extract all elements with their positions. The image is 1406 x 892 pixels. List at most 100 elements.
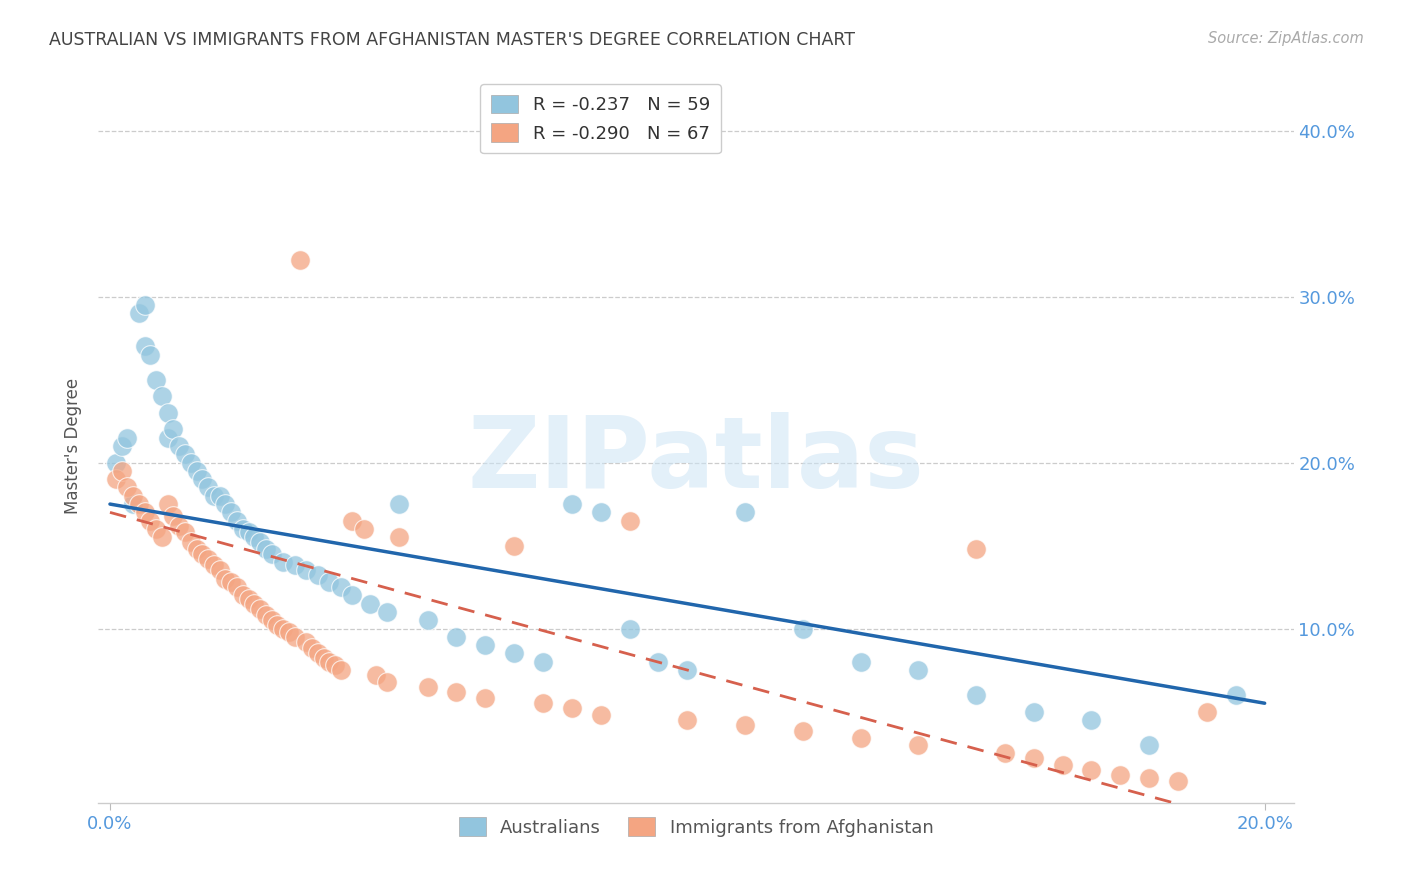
- Point: [907, 663, 929, 677]
- Point: [1022, 705, 1045, 719]
- Point: [474, 691, 496, 706]
- Point: [260, 547, 283, 561]
- Point: [226, 580, 249, 594]
- Point: [647, 655, 669, 669]
- Point: [202, 489, 225, 503]
- Point: [254, 541, 277, 556]
- Point: [1109, 767, 1132, 781]
- Point: [589, 505, 612, 519]
- Point: [284, 558, 307, 573]
- Point: [342, 514, 364, 528]
- Point: [619, 514, 641, 528]
- Point: [226, 514, 249, 528]
- Point: [214, 572, 236, 586]
- Point: [284, 630, 307, 644]
- Point: [446, 684, 468, 698]
- Point: [167, 439, 190, 453]
- Point: [266, 618, 288, 632]
- Point: [156, 431, 179, 445]
- Point: [531, 696, 554, 710]
- Point: [249, 601, 271, 615]
- Point: [676, 713, 699, 727]
- Point: [243, 530, 266, 544]
- Point: [307, 568, 329, 582]
- Text: AUSTRALIAN VS IMMIGRANTS FROM AFGHANISTAN MASTER'S DEGREE CORRELATION CHART: AUSTRALIAN VS IMMIGRANTS FROM AFGHANISTA…: [49, 31, 855, 49]
- Point: [734, 505, 756, 519]
- Point: [139, 514, 162, 528]
- Point: [219, 575, 242, 590]
- Point: [1167, 774, 1189, 789]
- Point: [342, 588, 364, 602]
- Point: [1080, 763, 1102, 777]
- Point: [416, 680, 439, 694]
- Point: [150, 530, 173, 544]
- Point: [197, 552, 219, 566]
- Point: [561, 701, 583, 715]
- Point: [474, 638, 496, 652]
- Point: [197, 481, 219, 495]
- Point: [238, 525, 260, 540]
- Point: [156, 406, 179, 420]
- Point: [307, 647, 329, 661]
- Point: [295, 564, 318, 578]
- Point: [619, 622, 641, 636]
- Point: [191, 472, 214, 486]
- Point: [104, 456, 127, 470]
- Point: [260, 613, 283, 627]
- Point: [117, 481, 139, 495]
- Point: [561, 497, 583, 511]
- Text: ZIPatlas: ZIPatlas: [468, 412, 924, 508]
- Point: [1137, 738, 1160, 752]
- Point: [1225, 688, 1247, 702]
- Point: [965, 541, 987, 556]
- Point: [1052, 757, 1074, 772]
- Point: [416, 613, 439, 627]
- Point: [301, 641, 323, 656]
- Point: [110, 439, 132, 453]
- Point: [1022, 751, 1045, 765]
- Point: [128, 306, 150, 320]
- Point: [208, 489, 231, 503]
- Point: [150, 389, 173, 403]
- Text: Source: ZipAtlas.com: Source: ZipAtlas.com: [1208, 31, 1364, 46]
- Point: [243, 597, 266, 611]
- Point: [110, 464, 132, 478]
- Point: [849, 655, 872, 669]
- Point: [232, 522, 254, 536]
- Point: [388, 530, 411, 544]
- Point: [134, 298, 156, 312]
- Point: [145, 522, 167, 536]
- Point: [907, 738, 929, 752]
- Point: [191, 547, 214, 561]
- Point: [145, 373, 167, 387]
- Point: [312, 651, 335, 665]
- Point: [167, 518, 190, 533]
- Point: [323, 658, 346, 673]
- Point: [180, 456, 202, 470]
- Point: [359, 597, 381, 611]
- Point: [994, 746, 1017, 760]
- Point: [295, 635, 318, 649]
- Point: [792, 724, 814, 739]
- Point: [219, 505, 242, 519]
- Point: [162, 422, 184, 436]
- Point: [388, 497, 411, 511]
- Point: [446, 630, 468, 644]
- Point: [156, 497, 179, 511]
- Point: [186, 464, 208, 478]
- Point: [208, 564, 231, 578]
- Point: [271, 555, 294, 569]
- Point: [271, 622, 294, 636]
- Point: [734, 718, 756, 732]
- Point: [249, 535, 271, 549]
- Point: [174, 525, 197, 540]
- Point: [238, 591, 260, 606]
- Point: [318, 575, 340, 590]
- Y-axis label: Master's Degree: Master's Degree: [65, 378, 83, 514]
- Point: [1080, 713, 1102, 727]
- Point: [186, 541, 208, 556]
- Point: [1195, 705, 1218, 719]
- Point: [290, 253, 312, 268]
- Point: [329, 663, 352, 677]
- Point: [202, 558, 225, 573]
